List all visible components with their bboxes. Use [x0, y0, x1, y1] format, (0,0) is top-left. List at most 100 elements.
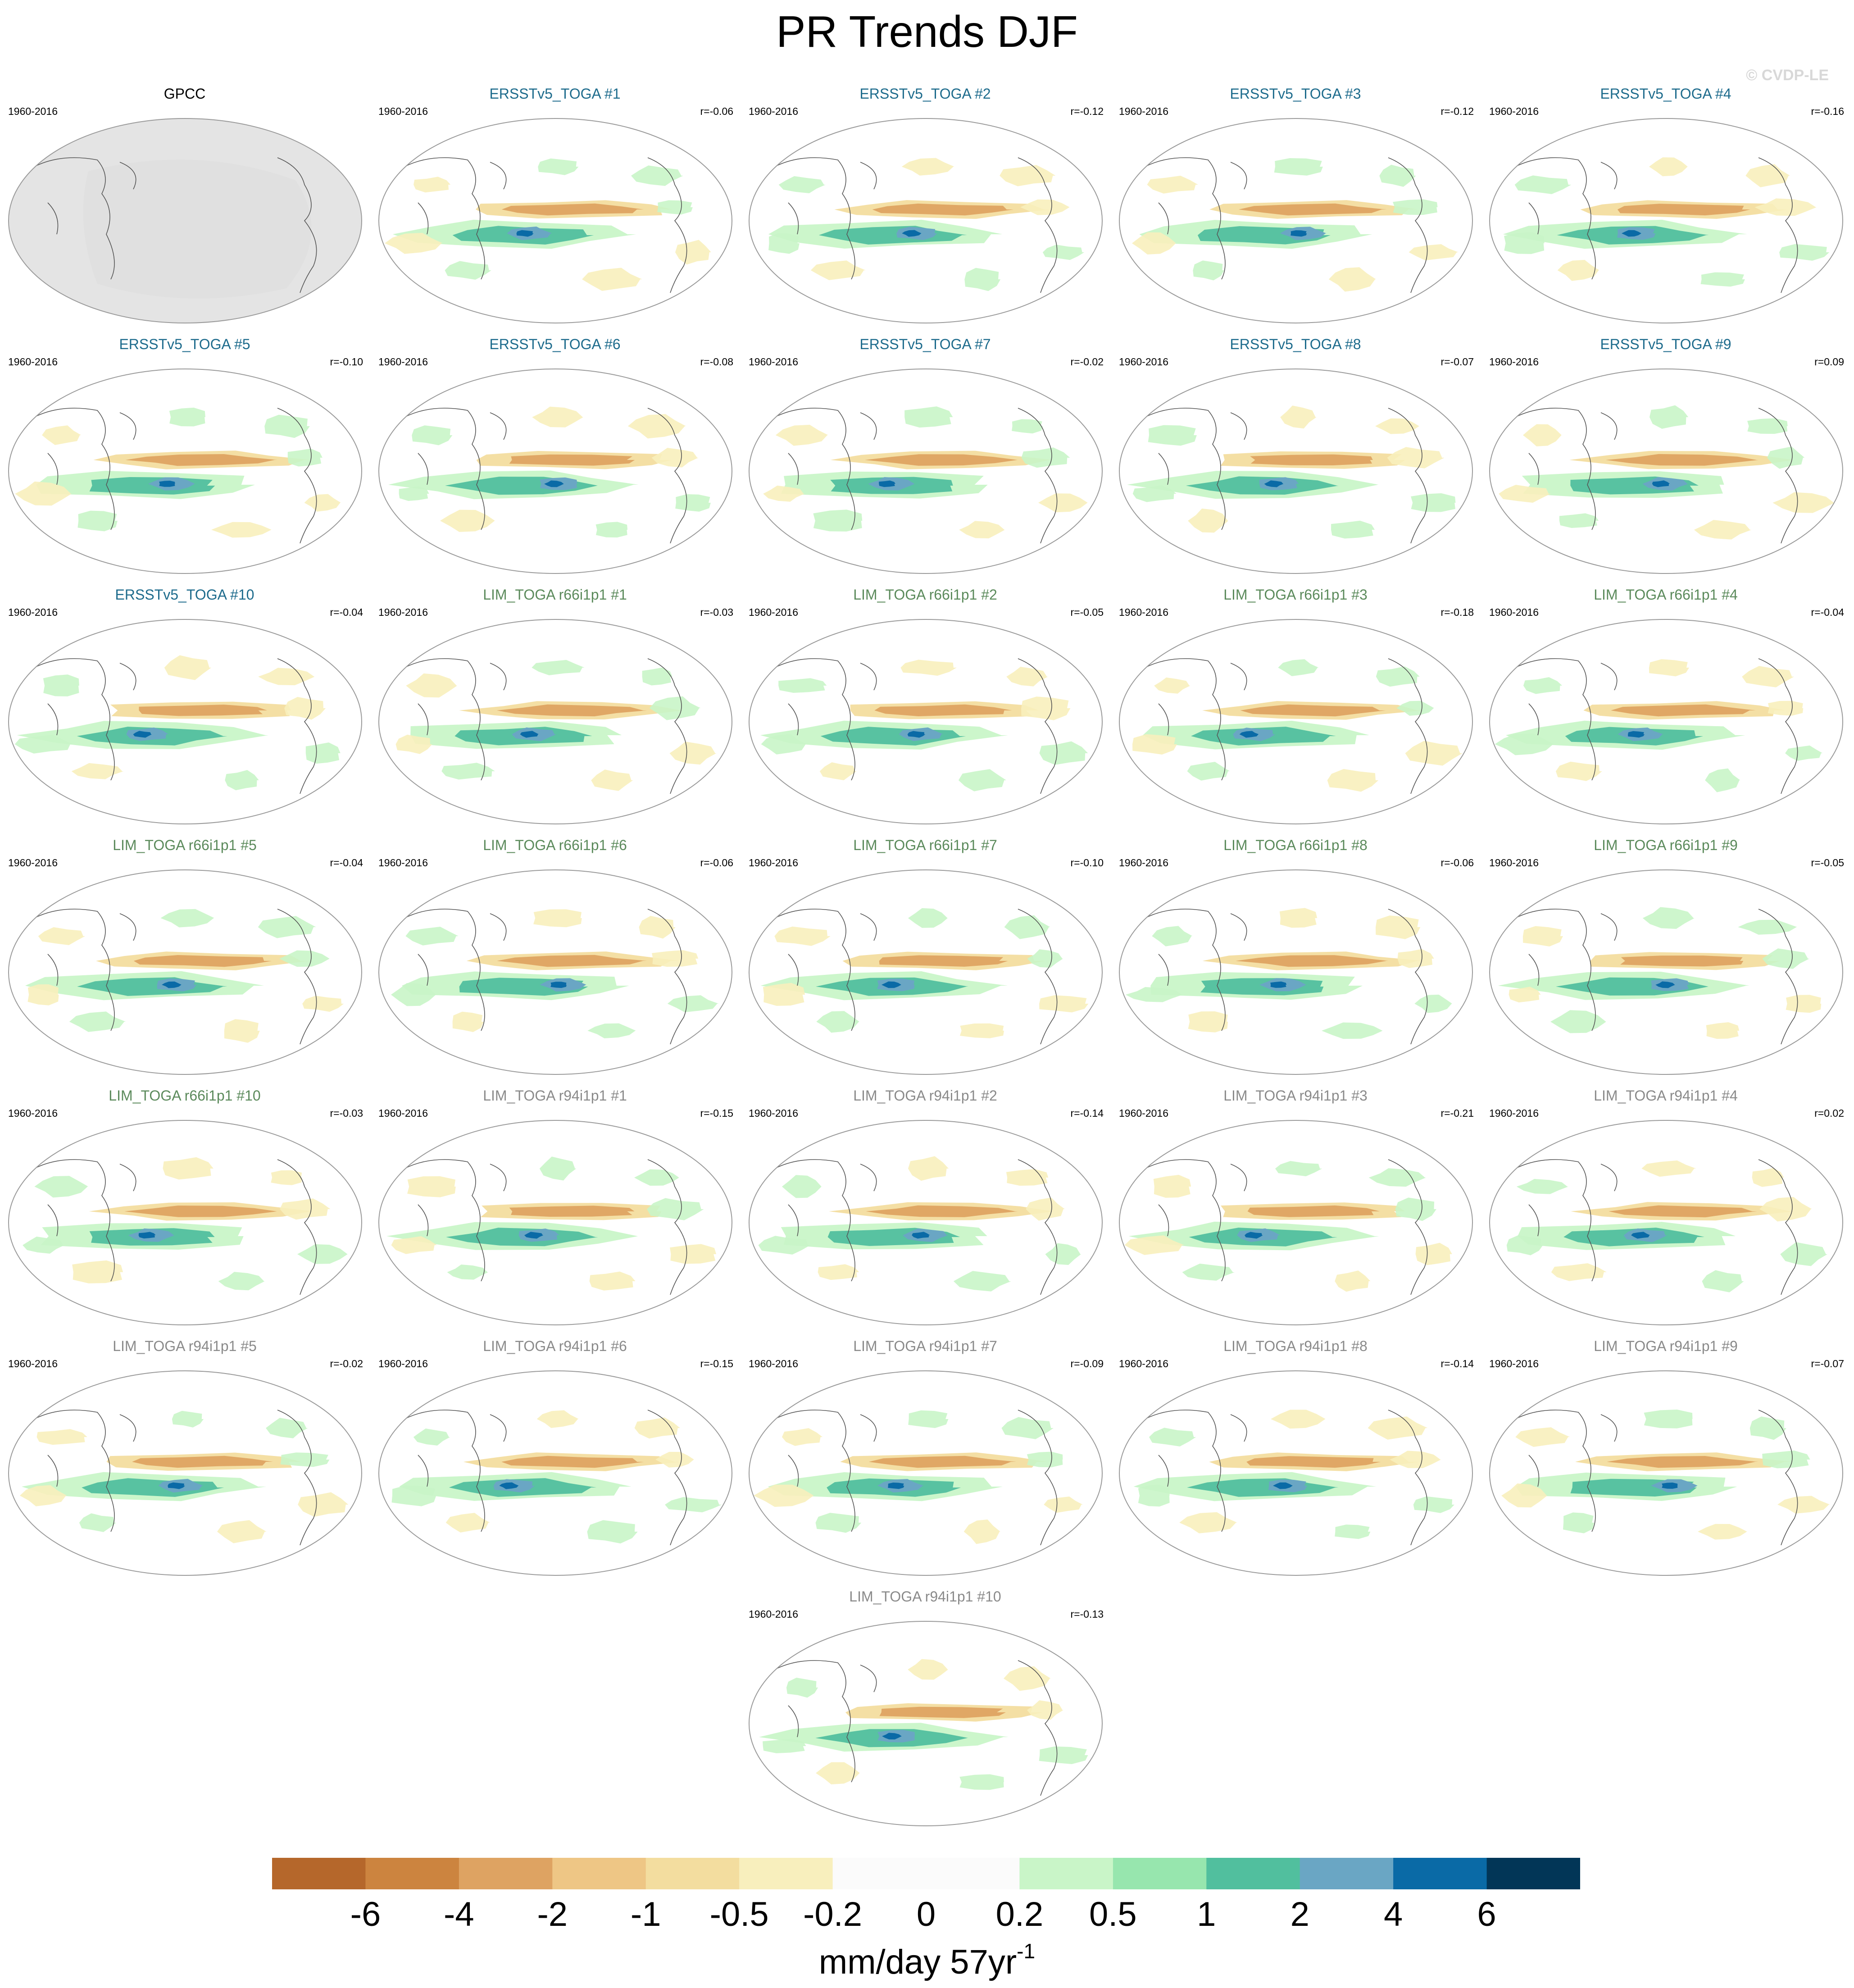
robinson-map — [378, 619, 732, 824]
colorbar-segment — [272, 1858, 366, 1889]
panel-correlation: r=-0.15 — [700, 1358, 733, 1369]
colorbar-tick-label: 4 — [1384, 1895, 1403, 1933]
panel-correlation: r=-0.02 — [1070, 356, 1104, 368]
colorbar-tick-label: 0.2 — [995, 1895, 1044, 1933]
panel-years: 1960-2016 — [749, 1107, 798, 1119]
panel-years: 1960-2016 — [8, 606, 58, 618]
panel-correlation: r=-0.03 — [330, 1107, 363, 1119]
map-panel: LIM_TOGA r94i1p1 #4 1960-2016 r=0.02 — [1481, 1087, 1850, 1331]
colorbar-tick-label: -1 — [630, 1895, 661, 1933]
panel-title: ERSSTv5_TOGA #7 — [859, 336, 991, 352]
panel-years: 1960-2016 — [8, 857, 58, 869]
colorbar-tick-label: 0 — [916, 1895, 936, 1933]
panel-years: 1960-2016 — [1489, 857, 1539, 869]
panel-years: 1960-2016 — [1489, 1107, 1539, 1119]
colorbar-segment — [1206, 1858, 1300, 1889]
panel-title: LIM_TOGA r66i1p1 #8 — [1223, 837, 1368, 853]
panel-years: 1960-2016 — [749, 356, 798, 368]
panel-correlation: r=-0.15 — [700, 1107, 733, 1119]
colorbar-segment — [832, 1858, 927, 1889]
map-panel: LIM_TOGA r94i1p1 #8 1960-2016 r=-0.14 — [1111, 1338, 1480, 1581]
panel-years: 1960-2016 — [8, 1107, 58, 1119]
panel-title: LIM_TOGA r94i1p1 #8 — [1223, 1338, 1368, 1354]
panel-correlation: r=-0.10 — [330, 356, 363, 368]
panel-title: LIM_TOGA r94i1p1 #4 — [1594, 1087, 1738, 1104]
panel-correlation: r=-0.18 — [1440, 606, 1474, 618]
colorbar-segment — [1300, 1858, 1394, 1889]
colorbar-tick-label: 0.5 — [1089, 1895, 1137, 1933]
map-panel: ERSSTv5_TOGA #1 1960-2016 r=-0.06 — [370, 86, 740, 329]
panel-title: LIM_TOGA r66i1p1 #9 — [1594, 837, 1738, 853]
robinson-map — [1489, 368, 1843, 574]
robinson-map — [1489, 118, 1843, 323]
panel-years: 1960-2016 — [378, 857, 428, 869]
map-panel: LIM_TOGA r94i1p1 #10 1960-2016 r=-0.13 — [741, 1588, 1110, 1832]
map-panel: ERSSTv5_TOGA #6 1960-2016 r=-0.08 — [370, 336, 740, 579]
robinson-map — [749, 368, 1103, 574]
robinson-map — [378, 1370, 732, 1576]
panel-title: LIM_TOGA r66i1p1 #5 — [113, 837, 257, 853]
robinson-map — [1119, 1370, 1473, 1576]
panel-years: 1960-2016 — [378, 1107, 428, 1119]
panel-title: ERSSTv5_TOGA #1 — [489, 86, 621, 102]
panel-years: 1960-2016 — [8, 356, 58, 368]
panel-correlation: r=-0.14 — [1440, 1358, 1474, 1369]
colorbar-segment — [926, 1858, 1020, 1889]
colorbar-units: mm/day 57yr-1 — [0, 1939, 1854, 1982]
units-main: mm/day 57yr — [818, 1943, 1017, 1981]
robinson-map — [8, 869, 362, 1075]
panel-correlation: r=-0.21 — [1440, 1107, 1474, 1119]
panel-correlation: r=-0.04 — [330, 857, 363, 869]
panel-title: ERSSTv5_TOGA #2 — [859, 86, 991, 102]
colorbar-segment — [552, 1858, 646, 1889]
colorbar-segment — [459, 1858, 553, 1889]
map-panel: LIM_TOGA r66i1p1 #5 1960-2016 r=-0.04 — [0, 837, 369, 1080]
panel-years: 1960-2016 — [378, 1358, 428, 1369]
panel-years: 1960-2016 — [378, 356, 428, 368]
robinson-map — [749, 118, 1103, 323]
robinson-map — [8, 368, 362, 574]
colorbar-segment — [645, 1858, 740, 1889]
map-panel: LIM_TOGA r66i1p1 #3 1960-2016 r=-0.18 — [1111, 587, 1480, 830]
robinson-map — [8, 1370, 362, 1576]
robinson-map — [378, 869, 732, 1075]
robinson-map — [378, 118, 732, 323]
panel-years: 1960-2016 — [8, 105, 58, 117]
panel-correlation: r=-0.07 — [1811, 1358, 1844, 1369]
map-panel: LIM_TOGA r94i1p1 #6 1960-2016 r=-0.15 — [370, 1338, 740, 1581]
robinson-map — [1119, 368, 1473, 574]
panel-years: 1960-2016 — [749, 606, 798, 618]
panel-correlation: r=-0.02 — [330, 1358, 363, 1369]
panel-years: 1960-2016 — [8, 1358, 58, 1369]
panel-title: LIM_TOGA r94i1p1 #6 — [483, 1338, 627, 1354]
robinson-map — [749, 1370, 1103, 1576]
panel-correlation: r=-0.06 — [1440, 857, 1474, 869]
colorbar-tick-label: -2 — [537, 1895, 568, 1933]
map-panel: ERSSTv5_TOGA #7 1960-2016 r=-0.02 — [741, 336, 1110, 579]
colorbar-tick-label: -4 — [444, 1895, 474, 1933]
map-panel: LIM_TOGA r66i1p1 #9 1960-2016 r=-0.05 — [1481, 837, 1850, 1080]
panel-title: LIM_TOGA r66i1p1 #7 — [853, 837, 997, 853]
robinson-map — [1489, 1370, 1843, 1576]
panel-title: ERSSTv5_TOGA #10 — [115, 587, 254, 603]
robinson-map — [749, 1120, 1103, 1325]
panel-years: 1960-2016 — [378, 105, 428, 117]
panel-years: 1960-2016 — [1489, 1358, 1539, 1369]
panel-years: 1960-2016 — [1119, 857, 1168, 869]
panel-title: LIM_TOGA r66i1p1 #3 — [1223, 587, 1368, 603]
panel-years: 1960-2016 — [1119, 356, 1168, 368]
panel-title: LIM_TOGA r66i1p1 #2 — [853, 587, 997, 603]
panel-years: 1960-2016 — [1489, 606, 1539, 618]
robinson-map — [8, 619, 362, 824]
robinson-map — [1119, 1120, 1473, 1325]
panel-years: 1960-2016 — [749, 857, 798, 869]
panel-years: 1960-2016 — [1119, 105, 1168, 117]
panel-correlation: r=-0.05 — [1070, 606, 1104, 618]
colorbar — [272, 1858, 1580, 1889]
colorbar-segment — [1113, 1858, 1207, 1889]
panel-correlation: r=-0.08 — [700, 356, 733, 368]
panel-title: LIM_TOGA r66i1p1 #10 — [109, 1087, 261, 1104]
robinson-map — [1119, 869, 1473, 1075]
map-panel: LIM_TOGA r66i1p1 #1 1960-2016 r=-0.03 — [370, 587, 740, 830]
panel-title: ERSSTv5_TOGA #9 — [1600, 336, 1731, 352]
